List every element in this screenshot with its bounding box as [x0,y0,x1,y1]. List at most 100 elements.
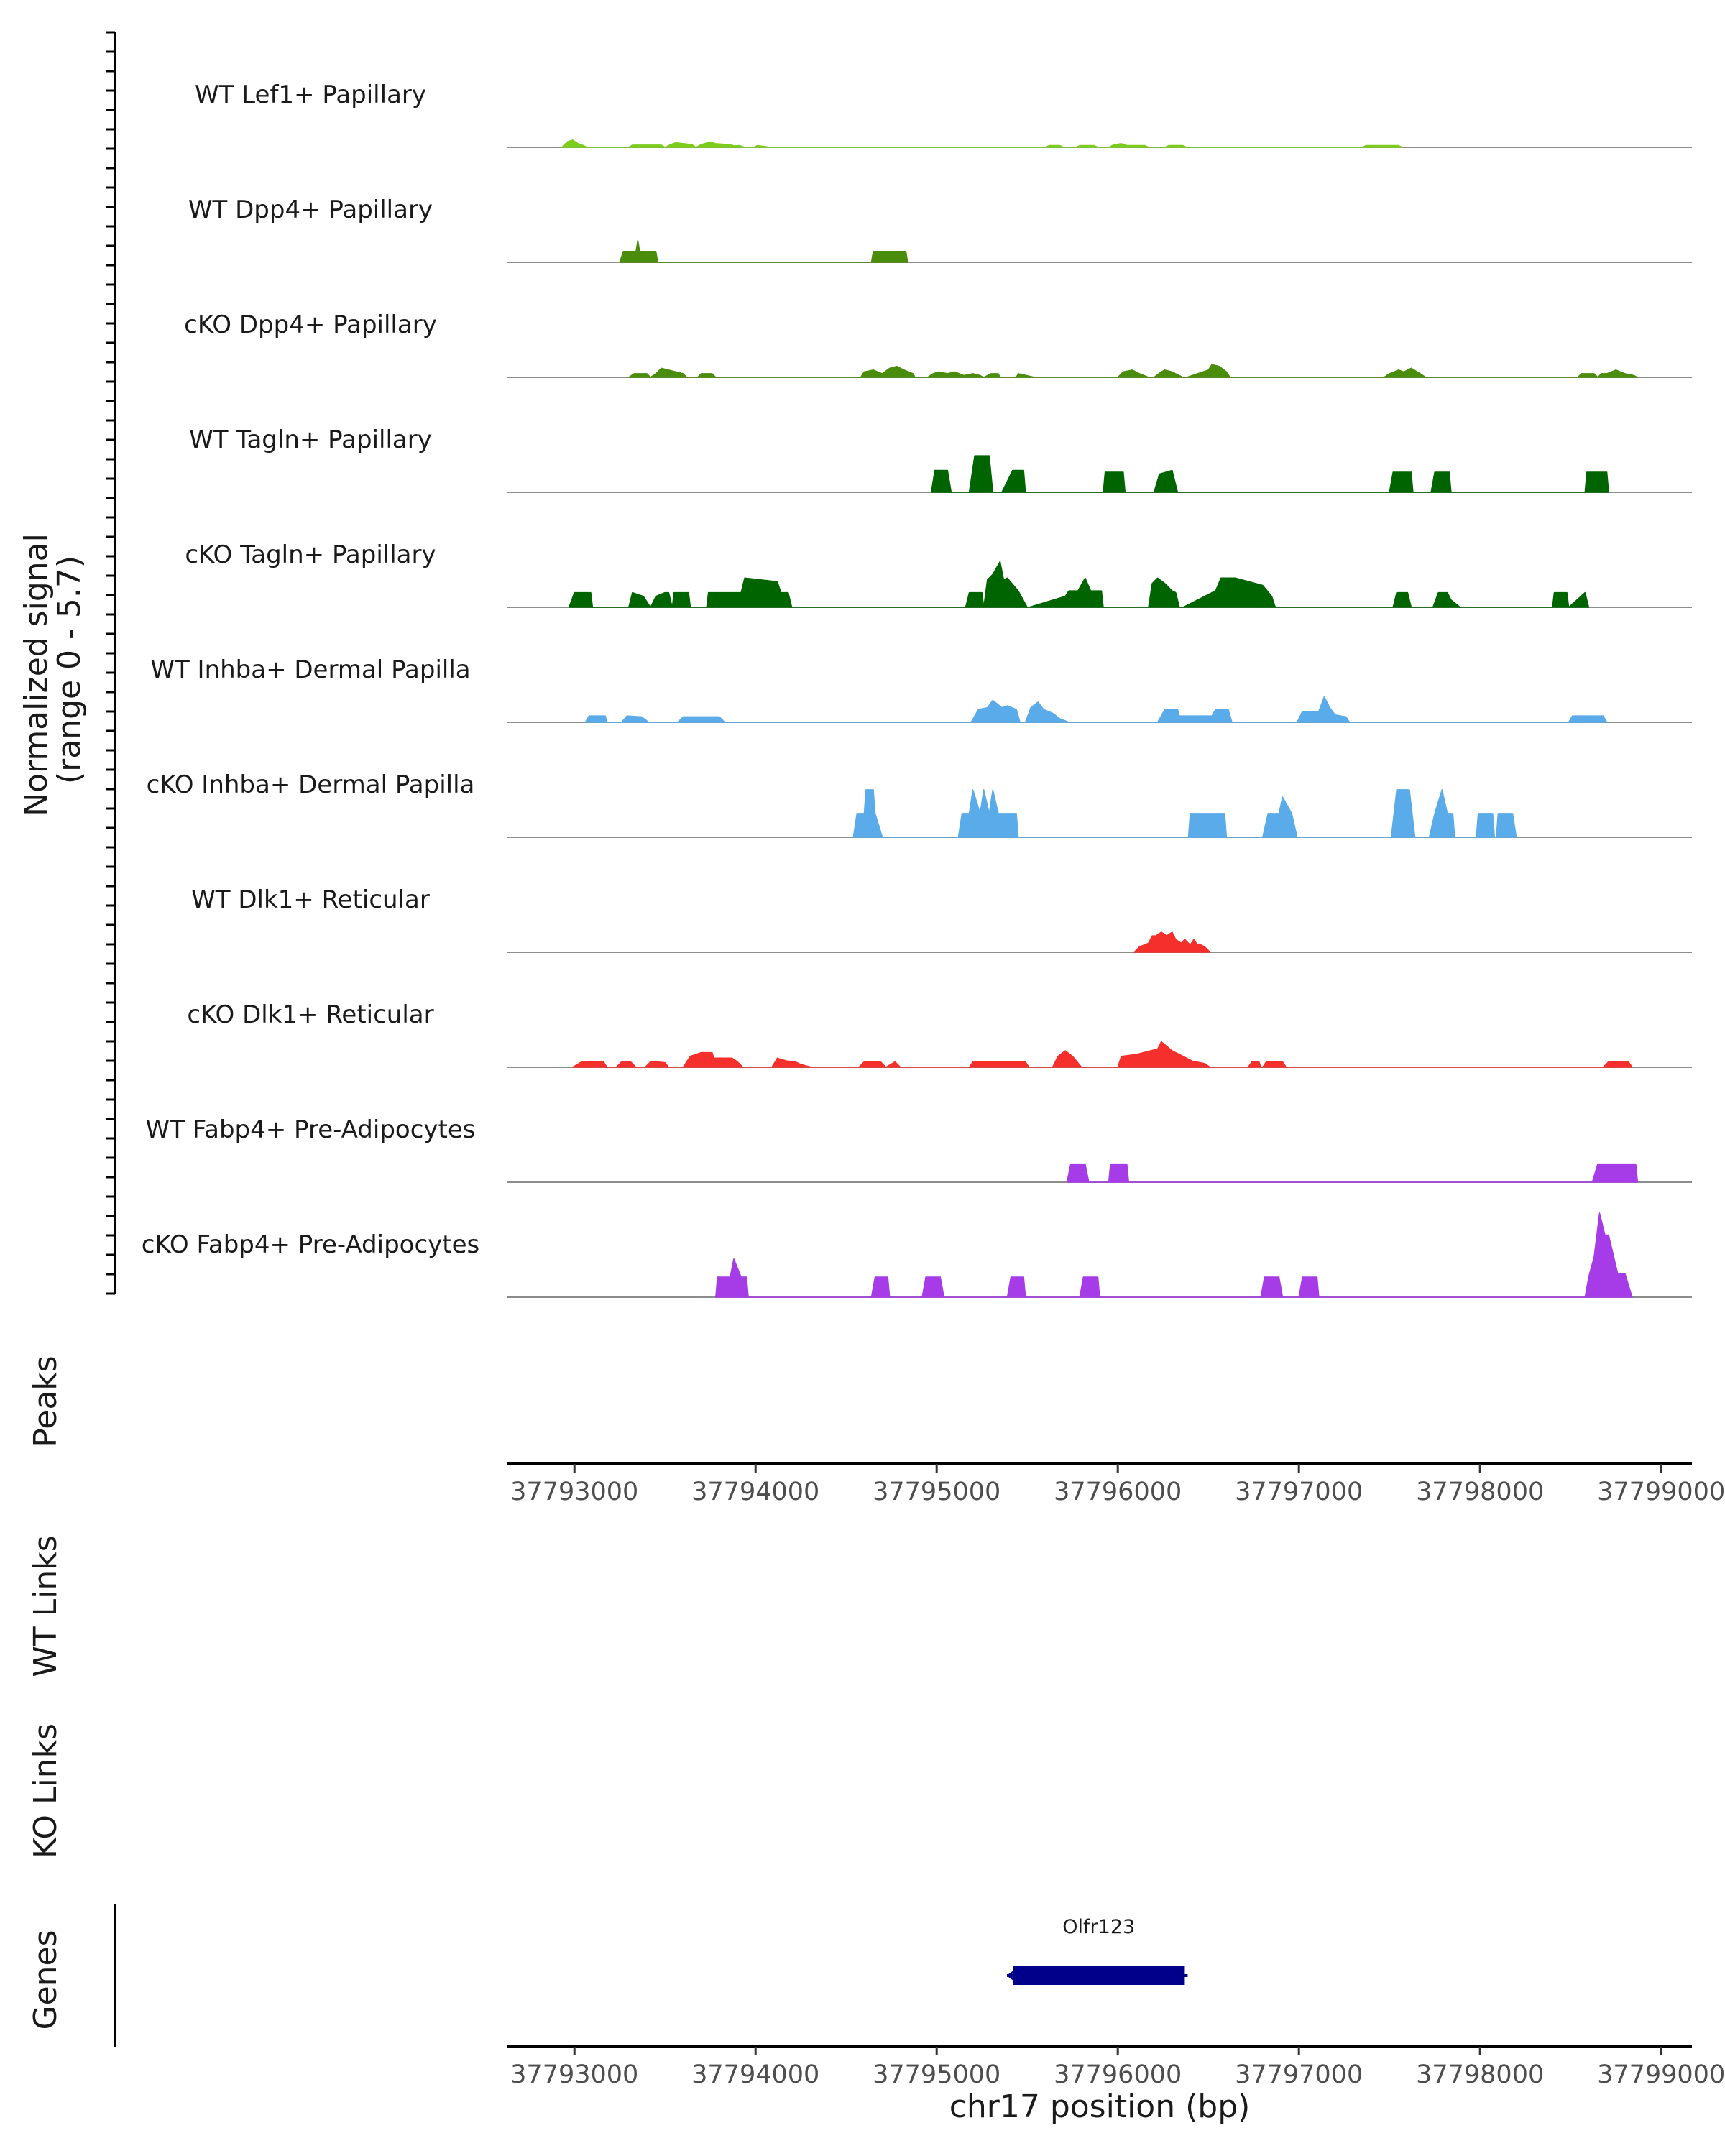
signal-y-ticks [106,31,115,1295]
coverage-peak [1577,373,1598,378]
coverage-peak [1052,1050,1082,1068]
track-6: cKO Inhba+ Dermal Papilla [147,770,1692,838]
coverage-peak [1552,591,1570,608]
coverage-peak [628,373,651,378]
peaks-x-tick-label: 37794000 [691,1478,819,1506]
gene-strand-arrow [1006,1968,1018,1984]
coverage-peak [696,373,717,378]
coverage-peak [858,1061,887,1068]
track-1: WT Dpp4+ Papillary [188,195,1692,263]
coverage-peak [615,1061,637,1068]
peaks-x-axis: 37793000 37794000 37795000 37796000 37797000… [510,1464,1725,1506]
coverage-peak [571,1061,608,1068]
peaks-x-tick-label: 37795000 [873,1478,1000,1506]
coverage-peak [695,141,745,148]
coverage-tracks: WT Lef1+ Papillary WT Dpp4+ Papillary cKO … [142,80,1692,1298]
gene-name-label: Olfr123 [1062,1916,1135,1938]
x-axis-title: chr17 position (bp) [949,2088,1251,2125]
coverage-peak [926,371,985,378]
coverage-peak [771,1057,813,1068]
coverage-peak [1383,367,1427,378]
coverage-peak [1164,144,1187,148]
coverage-peak [1108,143,1149,148]
coverage-peak [1016,373,1036,378]
coverage-peak [628,591,651,608]
signal-panel: Normalized signal (range 0 - 5.7) WT Lef… [18,31,1692,1298]
track-3: WT Tagln+ Papillary [189,425,1692,493]
coverage-peak [1044,144,1064,148]
ko-links-panel-title: KO Links [27,1723,64,1858]
coverage-peak [1117,1041,1211,1068]
genes-x-axis: 37793000 37794000 37795000 37796000 37797000… [510,2047,1725,2089]
coverage-peak [1108,1163,1130,1183]
genes-x-tick-label: 37798000 [1416,2060,1544,2089]
coverage-peak [1597,369,1639,378]
track-label: WT Dpp4+ Papillary [188,195,433,224]
coverage-peak [650,367,688,378]
genes-x-tick-label: 37796000 [1054,2060,1182,2089]
genes-x-tick-label: 37795000 [873,2060,1000,2089]
wt-links-panel-title: WT Links [27,1535,64,1677]
track-8: cKO Dlk1+ Reticular [187,1000,1692,1068]
coverage-peak [1389,471,1414,493]
coverage-peak [870,1276,891,1298]
coverage-peak [561,139,588,148]
coverage-peak [1187,813,1228,838]
genes-x-tick-label: 37799000 [1597,2060,1725,2089]
track-7: WT Dlk1+ Reticular [191,885,1692,953]
coverage-peak [1156,709,1233,723]
coverage-peak [1066,1163,1090,1183]
genes-panel-title: Genes [27,1930,64,2030]
coverage-peak [1568,591,1590,608]
coverage-peak [1584,1212,1633,1298]
track-label: cKO Inhba+ Dermal Papilla [147,770,475,799]
coverage-peak [968,455,994,493]
coverage-peak [753,144,771,148]
coverage-peak [1075,144,1099,148]
coverage-peak [983,373,1001,378]
coverage-peak [1103,471,1126,493]
coverage-peak [621,715,650,723]
coverage-peak [682,1051,744,1068]
coverage-peak [671,591,691,608]
coverage-peak [1117,369,1149,378]
coverage-peak [1079,1276,1100,1298]
coverage-peak [970,699,1021,723]
coverage-peak [628,144,666,148]
coverage-peak [1028,577,1104,608]
peaks-x-tick-label: 37796000 [1054,1478,1182,1506]
track-0: WT Lef1+ Papillary [195,80,1692,148]
peaks-x-tick-label: 37799000 [1597,1478,1725,1506]
coverage-peak [1296,696,1351,723]
track-label: cKO Dpp4+ Papillary [184,310,437,339]
coverage-peak [584,715,608,723]
coverage-peak [1584,471,1609,493]
genes-x-tick-label: 37793000 [510,2060,638,2089]
peaks-x-tick-label: 37798000 [1416,1478,1544,1506]
coverage-peak [885,1061,901,1068]
coverage-peak [1496,813,1517,838]
coverage-peak [860,365,916,378]
coverage-peak [1591,1163,1639,1183]
coverage-peak [852,789,883,838]
coverage-peak [1262,1061,1287,1068]
coverage-peak [965,591,985,608]
coverage-peak [1430,471,1452,493]
coverage-peak [715,1258,749,1298]
coverage-peak [1361,144,1403,148]
signal-y-axis-title-line1: Normalized signal [18,533,55,816]
coverage-peak [1024,701,1070,723]
gene-models: Olfr123 [1006,1916,1188,1985]
track-label: cKO Tagln+ Papillary [185,540,436,569]
coverage-peak [1186,364,1231,378]
coverage-peak [1428,789,1455,838]
coverage-peak [1153,469,1179,493]
coverage-peak [1182,577,1276,608]
coverage-peak [921,1276,945,1298]
track-label: cKO Dlk1+ Reticular [187,1000,433,1029]
coverage-peak [1148,577,1180,608]
coverage-peak [568,591,594,608]
track-label: cKO Fabp4+ Pre-Adipocytes [142,1230,480,1259]
genes-panel: Genes Olfr123 37793000 37794000 37795000 37… [27,1904,1725,2125]
coverage-peak [930,469,952,493]
